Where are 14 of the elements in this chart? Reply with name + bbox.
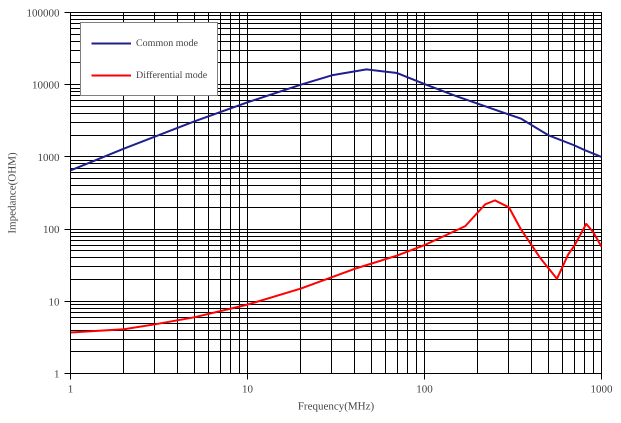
y-tick-label: 10 <box>48 296 60 308</box>
y-tick-label: 100 <box>43 224 60 236</box>
x-tick-label: 1 <box>68 384 74 396</box>
y-tick-label: 100000 <box>26 8 60 20</box>
y-tick-label: 10000 <box>32 80 60 92</box>
x-tick-label: 100 <box>416 384 434 396</box>
x-tick-label: 10 <box>242 384 254 396</box>
y-axis-title: Impedance(OHM) <box>6 152 18 234</box>
legend-label: Differential mode <box>136 70 208 80</box>
x-axis-title: Frequency(MHz) <box>298 400 375 412</box>
legend-label: Common mode <box>136 38 198 48</box>
x-tick-label: 1000 <box>590 384 613 396</box>
y-tick-label: 1000 <box>38 152 60 164</box>
y-tick-label: 1 <box>54 368 60 380</box>
